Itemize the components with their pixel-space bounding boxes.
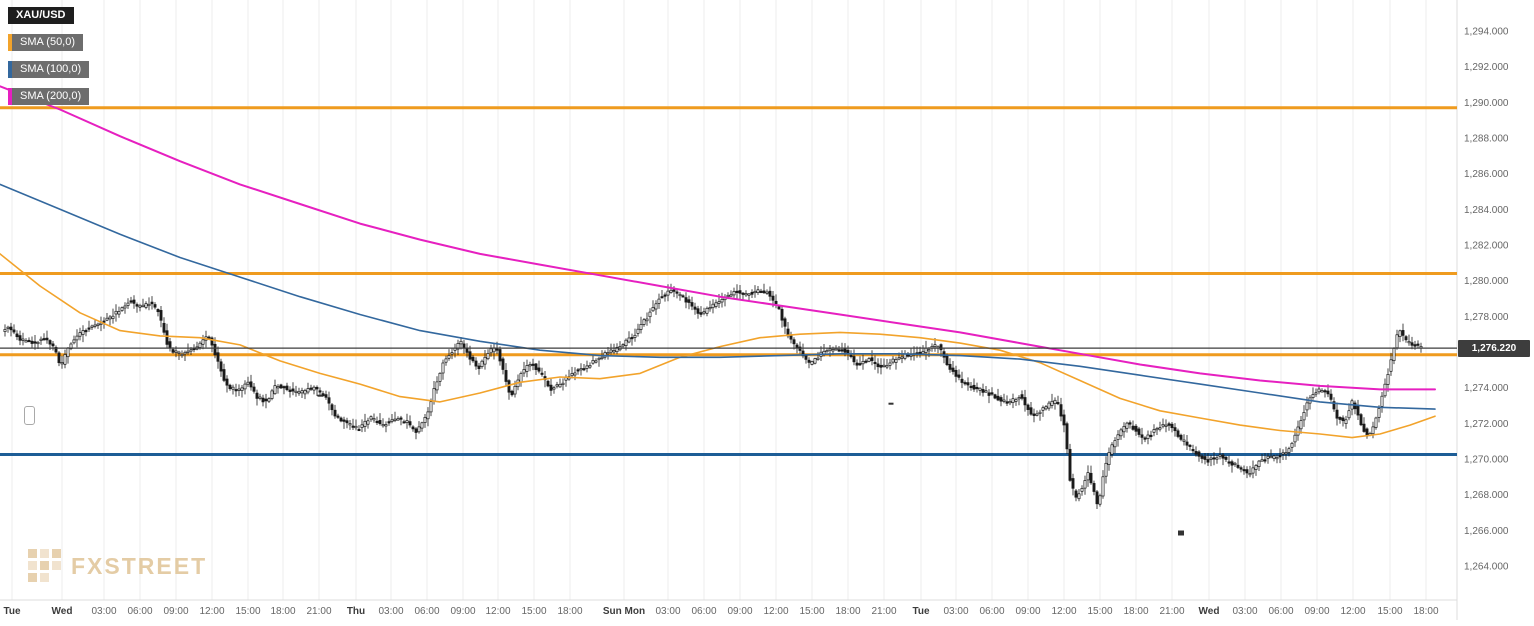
- svg-text:09:00: 09:00: [1304, 606, 1329, 617]
- fxstreet-watermark: FXSTREET: [28, 549, 207, 583]
- last-price-value: 1,276.220: [1471, 343, 1517, 355]
- svg-text:21:00: 21:00: [1159, 606, 1184, 617]
- svg-text:18:00: 18:00: [557, 606, 582, 617]
- svg-text:1,270.000: 1,270.000: [1464, 455, 1509, 466]
- svg-text:Tue: Tue: [3, 606, 20, 617]
- svg-text:15:00: 15:00: [1377, 606, 1402, 617]
- svg-text:1,280.000: 1,280.000: [1464, 276, 1509, 287]
- svg-text:1,284.000: 1,284.000: [1464, 205, 1509, 216]
- svg-text:18:00: 18:00: [270, 606, 295, 617]
- svg-text:15:00: 15:00: [799, 606, 824, 617]
- svg-text:1,286.000: 1,286.000: [1464, 169, 1509, 180]
- svg-text:1,274.000: 1,274.000: [1464, 383, 1509, 394]
- svg-text:1,278.000: 1,278.000: [1464, 312, 1509, 323]
- isolated-marks-layer: [317, 394, 1184, 536]
- candles-layer: [3, 283, 1423, 509]
- svg-text:12:00: 12:00: [199, 606, 224, 617]
- svg-text:12:00: 12:00: [763, 606, 788, 617]
- svg-text:09:00: 09:00: [163, 606, 188, 617]
- svg-text:09:00: 09:00: [450, 606, 475, 617]
- sma100-line: [0, 183, 1436, 410]
- fxstreet-logo-icon: [28, 549, 61, 582]
- svg-text:06:00: 06:00: [414, 606, 439, 617]
- symbol-badge[interactable]: XAU/USD: [8, 7, 74, 24]
- price-axis-labels: 1,294.000 1,292.000 1,290.000 1,288.000 1,28…: [1464, 27, 1509, 573]
- svg-text:03:00: 03:00: [91, 606, 116, 617]
- svg-text:12:00: 12:00: [1340, 606, 1365, 617]
- svg-text:03:00: 03:00: [943, 606, 968, 617]
- last-price-badge: 1,276.220: [1458, 340, 1530, 358]
- level-lines-layer: [0, 106, 1457, 456]
- grid-layer: [0, 0, 1458, 620]
- svg-text:18:00: 18:00: [835, 606, 860, 617]
- svg-text:21:00: 21:00: [306, 606, 331, 617]
- sma200-line: [0, 85, 1436, 391]
- svg-text:18:00: 18:00: [1123, 606, 1148, 617]
- svg-text:1,264.000: 1,264.000: [1464, 562, 1509, 573]
- svg-text:21:00: 21:00: [871, 606, 896, 617]
- svg-text:1,290.000: 1,290.000: [1464, 98, 1509, 109]
- legend-item-sma200[interactable]: SMA (200,0): [8, 88, 90, 105]
- svg-text:03:00: 03:00: [1232, 606, 1257, 617]
- svg-text:1,294.000: 1,294.000: [1464, 27, 1509, 38]
- legend-item-sma100[interactable]: SMA (100,0): [8, 61, 90, 78]
- drawing-marker: [24, 406, 35, 425]
- time-axis-labels: Tue Wed 03:00 06:00 09:00 12:00 15:00 18:00 21:0…: [3, 606, 1438, 617]
- svg-text:1,266.000: 1,266.000: [1464, 526, 1509, 537]
- svg-text:06:00: 06:00: [691, 606, 716, 617]
- svg-text:09:00: 09:00: [1015, 606, 1040, 617]
- svg-text:03:00: 03:00: [655, 606, 680, 617]
- svg-text:1,268.000: 1,268.000: [1464, 490, 1509, 501]
- svg-text:Thu: Thu: [347, 606, 365, 617]
- svg-text:06:00: 06:00: [1268, 606, 1293, 617]
- svg-text:Tue: Tue: [912, 606, 929, 617]
- legend-item-sma50[interactable]: SMA (50,0): [8, 34, 84, 51]
- svg-text:06:00: 06:00: [979, 606, 1004, 617]
- svg-text:15:00: 15:00: [235, 606, 260, 617]
- svg-text:Wed: Wed: [52, 606, 73, 617]
- svg-text:12:00: 12:00: [1051, 606, 1076, 617]
- watermark-text: FXSTREET: [71, 552, 208, 579]
- svg-text:1,272.000: 1,272.000: [1464, 419, 1509, 430]
- svg-text:Sun Mon: Sun Mon: [603, 606, 645, 617]
- sma100-label: SMA (100,0): [20, 63, 82, 75]
- svg-text:06:00: 06:00: [127, 606, 152, 617]
- svg-text:Wed: Wed: [1199, 606, 1220, 617]
- svg-text:1,288.000: 1,288.000: [1464, 134, 1509, 145]
- svg-text:15:00: 15:00: [1087, 606, 1112, 617]
- svg-text:03:00: 03:00: [378, 606, 403, 617]
- svg-text:09:00: 09:00: [727, 606, 752, 617]
- sma50-label: SMA (50,0): [20, 36, 76, 48]
- symbol-label: XAU/USD: [16, 9, 66, 21]
- svg-text:12:00: 12:00: [485, 606, 510, 617]
- svg-text:15:00: 15:00: [521, 606, 546, 617]
- svg-text:18:00: 18:00: [1413, 606, 1438, 617]
- svg-text:1,292.000: 1,292.000: [1464, 62, 1509, 73]
- sma200-label: SMA (200,0): [20, 90, 82, 102]
- svg-text:1,282.000: 1,282.000: [1464, 241, 1509, 252]
